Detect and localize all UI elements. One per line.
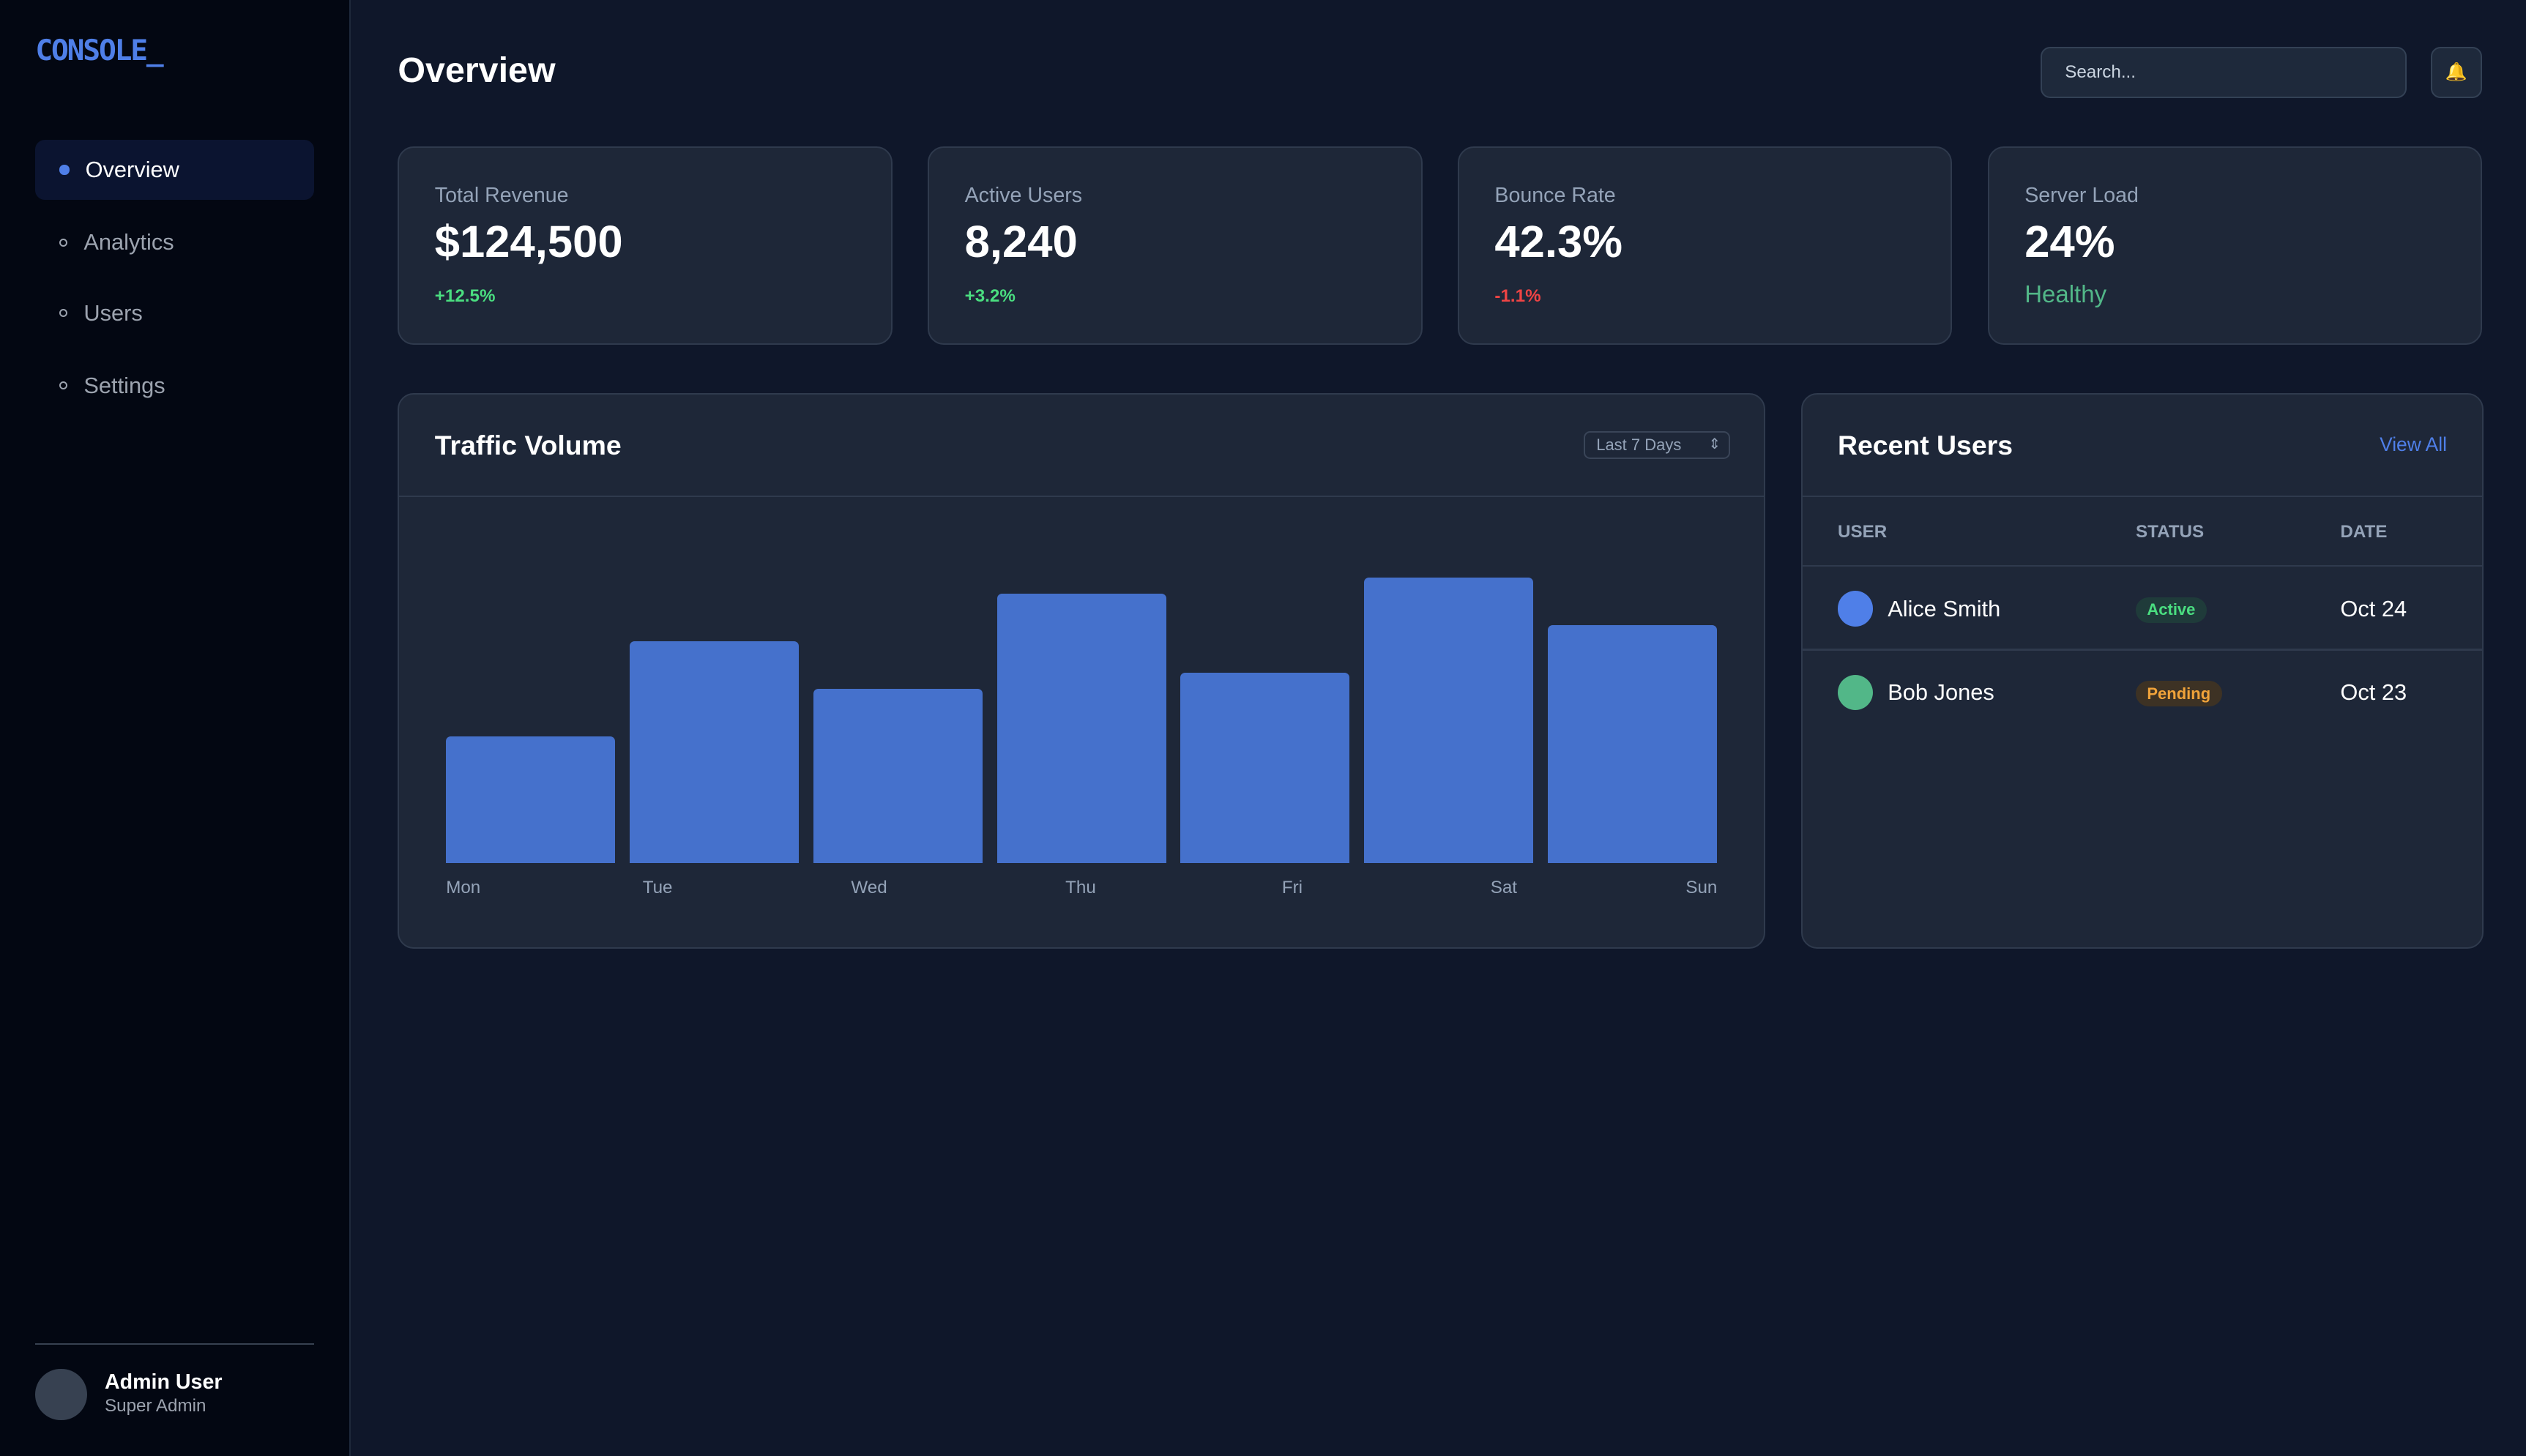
stat-value: 8,240 bbox=[964, 216, 1078, 267]
x-tick-label: Mon bbox=[446, 877, 481, 897]
avatar[interactable] bbox=[35, 1369, 87, 1421]
dot-icon bbox=[59, 165, 70, 175]
stat-label: Active Users bbox=[964, 183, 1083, 207]
x-tick-label: Tue bbox=[642, 877, 673, 897]
stat-change: +3.2% bbox=[964, 286, 1016, 307]
notifications-button[interactable]: 🔔 bbox=[2430, 46, 2483, 99]
card-title: Traffic Volume bbox=[434, 430, 622, 461]
stat-status: Healthy bbox=[2024, 280, 2107, 307]
dot-icon bbox=[59, 309, 68, 318]
sidebar-item-overview[interactable]: Overview bbox=[35, 140, 314, 200]
x-tick-label: Fri bbox=[1281, 877, 1303, 897]
column-header-status: STATUS bbox=[2135, 521, 2205, 542]
user-avatar bbox=[1837, 591, 1874, 627]
stat-label: Bounce Rate bbox=[1494, 183, 1616, 207]
stat-card-active-users: Active Users 8,240 +3.2% bbox=[928, 146, 1423, 345]
x-tick-label: Sun bbox=[1685, 877, 1718, 897]
stat-change: +12.5% bbox=[434, 286, 496, 307]
user-role: Super Admin bbox=[105, 1396, 206, 1416]
stat-card-bounce-rate: Bounce Rate 42.3% -1.1% bbox=[1458, 146, 1953, 345]
sidebar: CONSOLE_ Overview Analytics Users Settin… bbox=[0, 0, 351, 1456]
user-name: Bob Jones bbox=[1888, 679, 1994, 706]
x-tick-label: Wed bbox=[851, 877, 887, 897]
bar-sun bbox=[1547, 624, 1717, 863]
view-all-link[interactable]: View All bbox=[2380, 433, 2447, 455]
search-input[interactable] bbox=[2041, 46, 2407, 99]
sidebar-item-users[interactable]: Users bbox=[35, 283, 314, 343]
sidebar-item-label: Analytics bbox=[83, 229, 174, 255]
divider bbox=[1802, 649, 2483, 651]
user-name: Alice Smith bbox=[1888, 595, 2001, 621]
range-select-value: Last 7 Days bbox=[1596, 436, 1682, 455]
card-header: Traffic Volume Last 7 Days ⇕ bbox=[399, 395, 1765, 498]
stat-label: Total Revenue bbox=[434, 183, 569, 207]
range-select[interactable]: Last 7 Days ⇕ bbox=[1583, 431, 1730, 459]
card-header: Recent Users View All bbox=[1802, 395, 2483, 498]
bell-icon: 🔔 bbox=[2445, 62, 2468, 83]
divider bbox=[1802, 564, 2483, 567]
bar-sat bbox=[1364, 577, 1534, 863]
bar-mon bbox=[446, 736, 616, 863]
bar-thu bbox=[996, 593, 1166, 863]
recent-users-card: Recent Users View All USER STATUS DATE A… bbox=[1800, 392, 2484, 949]
sidebar-item-settings[interactable]: Settings bbox=[35, 356, 314, 415]
chevron-updown-icon: ⇕ bbox=[1708, 436, 1721, 453]
bar-tue bbox=[629, 641, 799, 863]
sidebar-item-label: Users bbox=[83, 299, 143, 326]
sidebar-item-label: Overview bbox=[85, 157, 179, 183]
page-title: Overview bbox=[398, 51, 556, 91]
user-name: Admin User bbox=[105, 1370, 223, 1395]
status-badge: Pending bbox=[2135, 681, 2222, 707]
logo: CONSOLE_ bbox=[35, 34, 163, 68]
stat-value: $124,500 bbox=[434, 216, 623, 267]
date: Oct 23 bbox=[2340, 679, 2407, 706]
x-tick-label: Sat bbox=[1490, 877, 1517, 897]
dot-icon bbox=[59, 381, 68, 390]
user-avatar bbox=[1837, 674, 1874, 710]
stat-card-server-load: Server Load 24% Healthy bbox=[1987, 146, 2483, 345]
stat-value: 24% bbox=[2024, 216, 2115, 267]
dot-icon bbox=[59, 238, 68, 247]
x-tick-label: Thu bbox=[1065, 877, 1096, 897]
traffic-volume-card: Traffic Volume Last 7 Days ⇕ Mon Tue Wed Th… bbox=[398, 392, 1766, 949]
column-header-user: USER bbox=[1837, 521, 1888, 542]
column-header-date: DATE bbox=[2340, 521, 2388, 542]
divider bbox=[35, 1343, 314, 1345]
status-badge: Active bbox=[2135, 597, 2207, 623]
sidebar-item-label: Settings bbox=[83, 372, 165, 398]
stat-label: Server Load bbox=[2024, 183, 2139, 207]
stat-value: 42.3% bbox=[1494, 216, 1623, 267]
bar-fri bbox=[1180, 672, 1350, 863]
bar-wed bbox=[813, 688, 983, 863]
stat-card-revenue: Total Revenue $124,500 +12.5% bbox=[398, 146, 893, 345]
card-title: Recent Users bbox=[1837, 430, 2013, 461]
stat-change: -1.1% bbox=[1494, 286, 1541, 307]
sidebar-item-analytics[interactable]: Analytics bbox=[35, 212, 314, 272]
date: Oct 24 bbox=[2340, 595, 2407, 621]
